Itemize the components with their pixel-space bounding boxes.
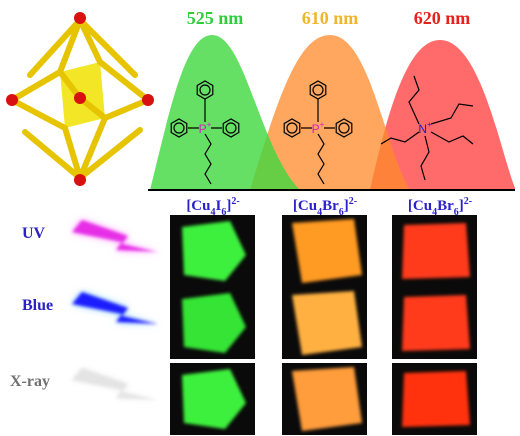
formula-part: ] bbox=[344, 198, 349, 214]
charge: + bbox=[427, 120, 432, 129]
atom: P bbox=[199, 122, 207, 136]
formula-part: I bbox=[215, 198, 221, 214]
cluster-structure bbox=[6, 12, 154, 186]
formula-part: [Cu bbox=[186, 198, 210, 214]
excitation-label: X-ray bbox=[10, 373, 50, 390]
excitation-label: Blue bbox=[22, 297, 53, 314]
atom: N bbox=[418, 122, 427, 136]
cation-center: N+ bbox=[418, 120, 432, 136]
crystal bbox=[292, 219, 362, 283]
formula-part: 4 bbox=[432, 207, 437, 218]
formula-part: 2- bbox=[349, 196, 357, 207]
excitation-label: UV bbox=[22, 225, 46, 242]
crystal bbox=[402, 371, 470, 427]
formula-part: 6 bbox=[454, 207, 459, 218]
compound-formula: [Cu4Br6]2- bbox=[408, 196, 472, 218]
crystal bbox=[182, 369, 246, 429]
phenyl-ring bbox=[222, 118, 240, 138]
formula-part: 4 bbox=[317, 207, 322, 218]
formula-part: [Cu bbox=[293, 198, 317, 214]
phenyl-ring bbox=[283, 118, 301, 138]
ring-center bbox=[338, 122, 350, 134]
formula-part: ] bbox=[226, 198, 231, 214]
ring-center bbox=[173, 122, 185, 134]
ring-center bbox=[286, 122, 298, 134]
crystal bbox=[402, 223, 470, 279]
formula-part: 2- bbox=[231, 196, 239, 207]
bolt bbox=[72, 292, 158, 324]
phenyl-ring bbox=[170, 118, 188, 138]
formula-part: 4 bbox=[210, 207, 215, 218]
cation-structures: P+ P+ N+ bbox=[170, 75, 474, 185]
formula-part: Br bbox=[322, 198, 339, 214]
compound-formula: [Cu4Br6]2- bbox=[293, 196, 357, 218]
peak-label: 620 nm bbox=[414, 8, 471, 28]
crystal bbox=[292, 291, 362, 355]
compound-formula: [Cu4I6]2- bbox=[186, 196, 239, 218]
bonds bbox=[188, 99, 222, 185]
crystal bbox=[292, 367, 362, 431]
emission-spectra bbox=[148, 35, 515, 191]
crystal bbox=[402, 295, 470, 351]
phenyl-ring bbox=[335, 118, 353, 138]
formula-part: [Cu bbox=[408, 198, 432, 214]
ring-center bbox=[199, 84, 211, 96]
cation-center: P+ bbox=[199, 120, 212, 136]
bolt bbox=[72, 220, 158, 252]
ring-center bbox=[312, 84, 324, 96]
crystal bbox=[182, 293, 246, 353]
crystal bbox=[182, 221, 246, 281]
formula-part: 2- bbox=[464, 196, 472, 207]
charge: + bbox=[320, 120, 325, 129]
formula-part: 6 bbox=[339, 207, 344, 218]
bolt bbox=[72, 368, 158, 400]
cation-center: P+ bbox=[312, 120, 325, 136]
bonds bbox=[380, 75, 474, 181]
formula-part: 6 bbox=[221, 207, 226, 218]
formula-part: Br bbox=[437, 198, 454, 214]
atom: P bbox=[312, 122, 320, 136]
charge: + bbox=[207, 120, 212, 129]
peak-label: 525 nm bbox=[187, 8, 244, 28]
ring-center bbox=[225, 122, 237, 134]
formula-part: ] bbox=[459, 198, 464, 214]
peak-label: 610 nm bbox=[302, 8, 359, 28]
bonds bbox=[301, 99, 335, 185]
